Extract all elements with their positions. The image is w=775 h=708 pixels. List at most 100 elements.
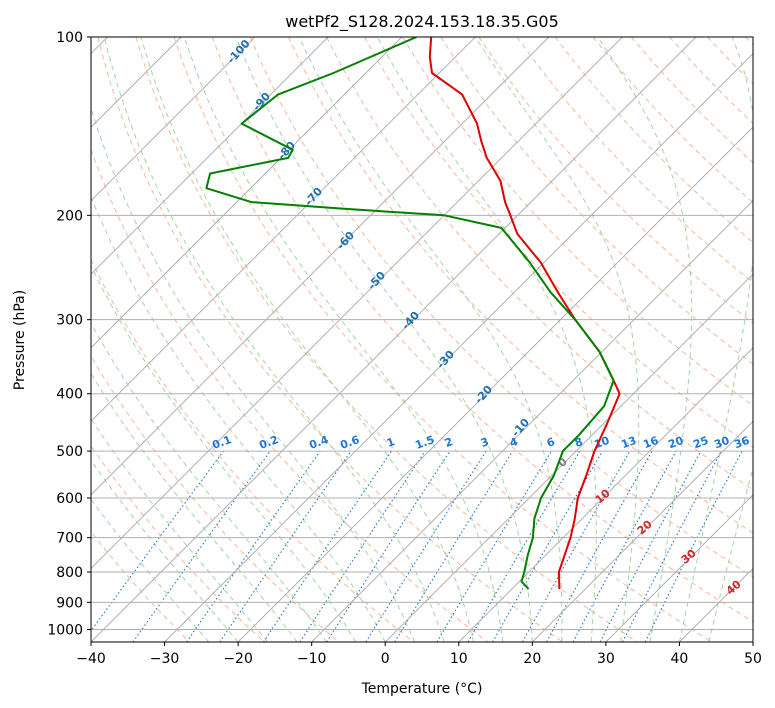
mixing-ratio-label: 4 [508,435,520,450]
mixing-ratio-line [522,450,631,642]
y-tick-label: 700 [56,531,83,547]
y-tick-label: 800 [56,565,83,581]
dry-adiabat [249,37,753,578]
moist-adiabat [91,498,210,642]
line-labels: -100-90-80-70-60-50-40-30-20-100.1 0.2 0.4… [210,37,751,598]
dry-adiabat-label: -40 [399,309,422,333]
isotherm [458,347,753,642]
mixing-ratio-label: 0.1 [210,433,233,452]
mixing-ratio-label: 25 [691,434,710,451]
y-tick-label: 400 [56,387,83,403]
moist-adiabat-label: 20 [635,517,655,537]
dry-adiabat [402,37,753,407]
mixing-ratio-line [186,450,321,642]
dry-adiabat [516,37,753,284]
dry-adiabat [287,37,753,534]
mixing-ratio-line [299,450,426,642]
mixing-ratio-label: 6 [545,435,557,450]
dry-adiabat-label: -30 [434,348,457,372]
x-tick-label: −30 [150,651,180,667]
x-tick-label: −20 [223,651,253,667]
mixing-ratio-line [436,450,552,642]
moist-adiabat [474,37,640,642]
y-tick-label: 900 [56,595,83,611]
background-lines [91,37,753,642]
moist-adiabat [91,195,386,642]
x-tick-label: −40 [76,651,106,667]
mixing-ratio-label: 8 [573,435,585,450]
mixing-ratio-label: 0.4 [307,433,330,452]
dry-adiabat [326,37,753,491]
moist-adiabat [376,37,597,642]
profile-lines [205,37,621,590]
plot-frame [90,36,754,643]
y-tick-label: 600 [56,491,83,507]
moist-adiabat [91,106,416,642]
mixing-ratio-line [467,450,581,642]
moist-adiabat [298,37,563,642]
moist-adiabat [140,37,474,642]
x-axis-ticks: −40 −30 −20 −10 0 10 20 30 40 50 [76,642,762,667]
mixing-ratio-label: 0.6 [338,433,361,452]
moist-adiabat [597,37,693,642]
x-tick-label: 50 [744,651,762,667]
mixing-ratio-label: 3 [479,435,491,450]
isotherm [605,494,753,642]
mixing-ratio-line [91,450,224,632]
mixing-ratio-line [263,450,392,642]
mixing-ratio-line [219,450,352,642]
chart-title: wetPf2_S128.2024.153.18.35.G05 [285,12,559,32]
y-tick-label: 100 [56,30,83,46]
y-tick-label: 1000 [47,622,83,638]
mixing-ratio-label: 1.5 [413,433,436,452]
isotherm [531,420,753,642]
mixing-ratio-label: 13 [619,434,638,451]
moist-adiabat [91,264,357,642]
mixing-ratio-label: 1 [385,435,397,450]
moist-adiabat-label: 30 [679,546,699,566]
isotherm [91,37,697,642]
dry-adiabat [135,37,638,642]
x-tick-label: 30 [597,651,615,667]
dry-adiabat [478,37,753,324]
dry-adiabat [211,37,753,623]
dry-adiabat-label: -20 [472,383,495,407]
mixing-ratio-line [365,450,487,642]
isotherm [91,37,476,423]
x-axis-label: Temperature (°C) [361,681,483,697]
y-tick-label: 500 [56,444,83,460]
isotherm [752,641,753,642]
mixing-ratio-line [644,450,743,642]
moist-adiabat [91,417,268,642]
x-tick-label: 40 [671,651,689,667]
x-tick-label: 0 [381,651,390,667]
dry-adiabat-label: -70 [302,185,325,209]
mixing-ratio-line [326,450,451,642]
isotherm [91,37,403,349]
isotherm [91,37,550,496]
moist-adiabat [103,37,445,642]
moist-adiabat [91,322,327,642]
dry-adiabat-label: -50 [365,269,388,293]
dry-adiabat-label: -100 [225,37,253,66]
dry-adiabat [91,258,414,642]
dry-adiabat [440,37,753,365]
temperature-profile [428,37,621,590]
isotherm [311,199,753,642]
mixing-ratio-label: 20 [666,434,685,452]
mixing-ratio-line [572,450,677,642]
x-tick-label: 20 [523,651,541,667]
mixing-ratio-line [132,450,271,642]
dewpoint-profile [205,37,615,590]
mixing-ratio-label: 0.2 [257,433,280,452]
isotherm [91,37,623,570]
isotherm [91,37,329,275]
moist-adiabat [91,372,298,642]
mixing-ratio-label: 30 [712,434,731,452]
x-tick-label: 10 [450,651,468,667]
dry-adiabat [91,148,489,642]
mixing-ratio-label: 36 [732,434,751,452]
isotherm [91,37,256,202]
